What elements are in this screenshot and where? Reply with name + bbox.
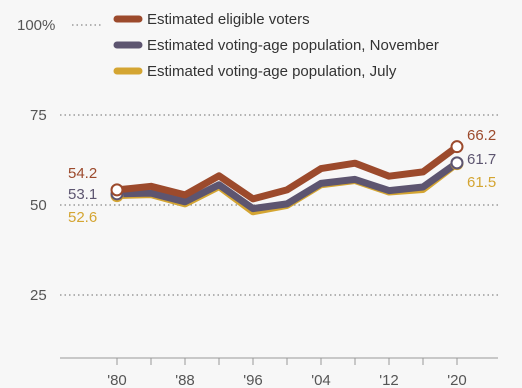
x-axis: '80 '88 '96 '04 '12 '20 — [60, 357, 498, 388]
end-value-label: 61.7 — [467, 151, 496, 168]
series-endpoint-marker — [450, 156, 464, 170]
start-value-label: 54.2 — [68, 165, 97, 182]
grid-lines — [60, 24, 498, 296]
end-value-label: 66.2 — [467, 127, 496, 144]
start-value-label: 52.6 — [68, 209, 97, 226]
x-tick-label: '04 — [311, 372, 331, 388]
x-tick-label: '12 — [379, 372, 399, 388]
legend-entry: Estimated voting-age population, July — [147, 63, 397, 80]
series-endpoint-marker — [450, 140, 464, 154]
end-value-label: 61.5 — [467, 174, 496, 191]
y-axis-ticks: 100% 75 50 25 — [17, 17, 55, 304]
start-value-label: 53.1 — [68, 186, 97, 203]
x-tick-label: '20 — [447, 372, 467, 388]
y-tick-label: 75 — [30, 107, 47, 124]
series-line — [113, 159, 461, 213]
y-tick-label: 50 — [30, 197, 47, 214]
series-lines — [110, 140, 464, 216]
y-tick-label: 25 — [30, 287, 47, 304]
x-tick-label: '96 — [243, 372, 263, 388]
legend-entry: Estimated voting-age population, Novembe… — [147, 37, 439, 54]
x-tick-label: '88 — [175, 372, 195, 388]
series-line — [113, 143, 461, 203]
value-labels: 54.2 66.2 53.1 61.7 52.6 61.5 — [68, 127, 496, 226]
series-endpoint-marker — [110, 183, 124, 197]
y-tick-label: 100% — [17, 17, 55, 34]
x-tick-label: '80 — [107, 372, 127, 388]
legend-entry: Estimated eligible voters — [147, 11, 310, 28]
legend: Estimated eligible voters Estimated votin… — [113, 11, 439, 80]
